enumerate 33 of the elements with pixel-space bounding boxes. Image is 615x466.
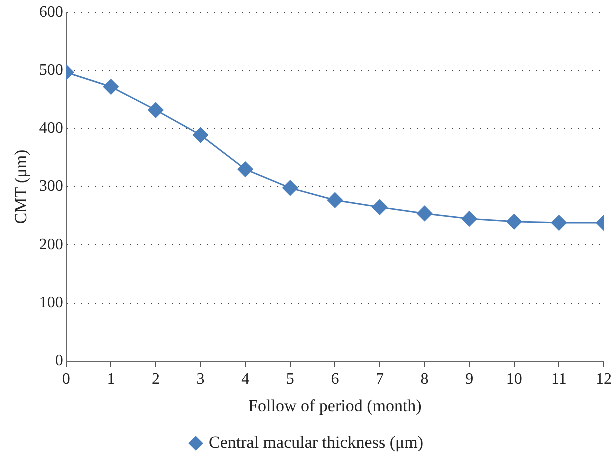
x-tick-label: 9 [466, 371, 474, 388]
x-tick-label: 12 [596, 371, 612, 388]
point [462, 211, 478, 227]
x-tick-label: 7 [376, 371, 384, 388]
y-tick-label: 600 [39, 4, 64, 21]
point [372, 200, 388, 216]
point [282, 180, 298, 196]
y-axis-title: CMT (μm) [12, 150, 31, 224]
legend-label: Central macular thickness (μm) [209, 432, 424, 452]
point [148, 102, 164, 118]
x-tick-label: 4 [242, 371, 250, 388]
x-tick-label: 5 [286, 371, 294, 388]
x-tick-label: 6 [331, 371, 340, 388]
x-tick-label: 10 [506, 371, 522, 388]
x-tick-label: 11 [551, 371, 567, 388]
point [238, 162, 254, 178]
y-tick-label: 300 [39, 178, 64, 196]
point [193, 128, 209, 144]
y-tick-label: 200 [39, 236, 64, 254]
x-tick-label: 3 [196, 371, 205, 388]
point [103, 79, 119, 95]
point [327, 192, 343, 208]
y-tick-label: 100 [39, 294, 64, 312]
point [551, 215, 567, 231]
point [506, 214, 522, 230]
x-tick-label: 8 [420, 371, 429, 388]
x-tick-label: 1 [107, 371, 116, 388]
x-axis-title: Follow of period (month) [248, 396, 422, 416]
x-tick-label: 2 [152, 371, 160, 388]
point [417, 206, 433, 222]
y-tick-label: 0 [55, 352, 64, 370]
y-tick-label: 500 [39, 62, 64, 79]
y-tick-label: 400 [39, 120, 64, 138]
